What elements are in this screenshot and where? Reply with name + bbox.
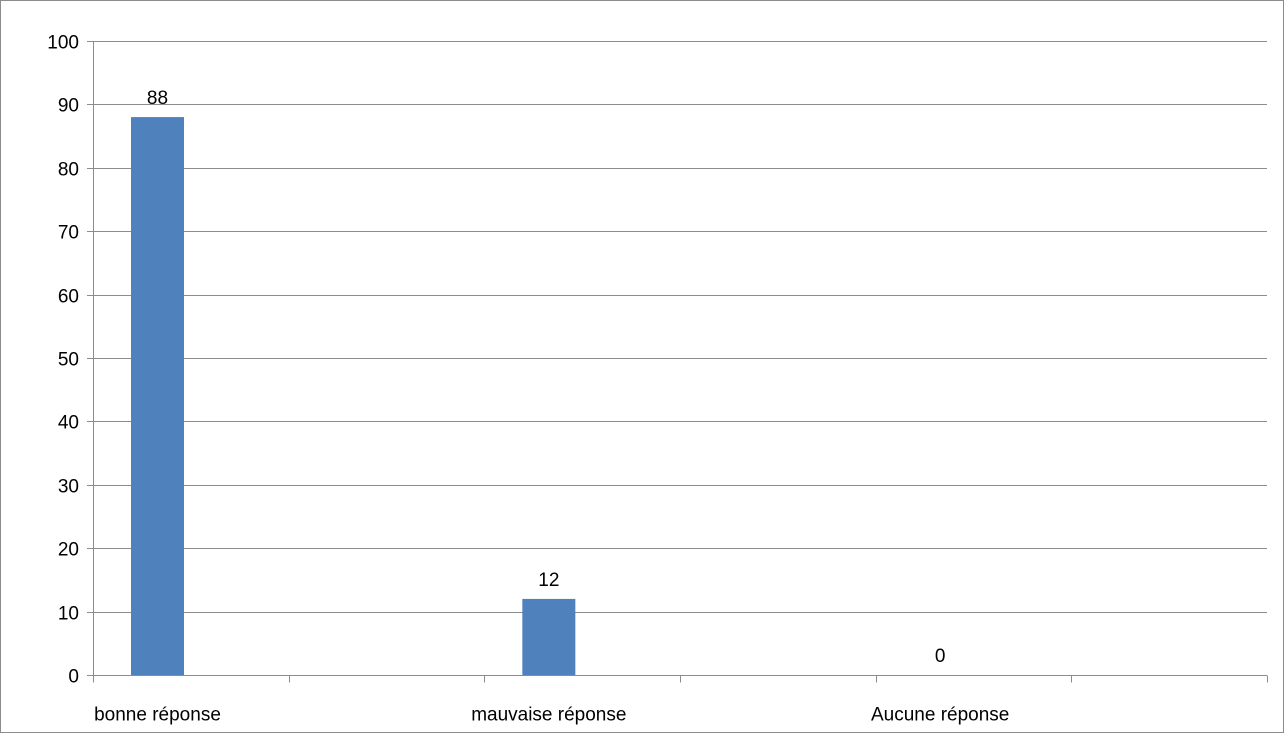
bar-1 [522,598,576,675]
y-tick-label-50: 50 [58,350,79,371]
y-tick-label-30: 30 [58,477,79,498]
y-tick-label-10: 10 [58,604,79,625]
bar-0 [131,117,184,675]
labels: 0 10 20 30 40 50 60 70 80 90 100 88 bonne réponse 12 m… [47,33,1009,726]
y-tick-label-20: 20 [58,540,79,561]
x-tick-label-2: Aucune réponse [871,705,1009,726]
y-tick-label-60: 60 [58,287,79,308]
gridlines [93,41,1267,613]
x-tick-label-0: bonne réponse [94,705,221,726]
x-tick-label-1: mauvaise réponse [471,705,626,726]
y-tick-label-70: 70 [58,223,79,244]
data-label-0: 88 [147,88,168,109]
bars [131,117,576,675]
y-tick-label-40: 40 [58,413,79,434]
y-tick-label-90: 90 [58,96,79,117]
y-tick-label-0: 0 [68,667,79,688]
data-label-2: 0 [935,646,946,667]
y-tick-label-80: 80 [58,160,79,181]
data-label-1: 12 [538,570,559,591]
axes [87,41,1268,683]
y-tick-label-100: 100 [47,33,79,54]
